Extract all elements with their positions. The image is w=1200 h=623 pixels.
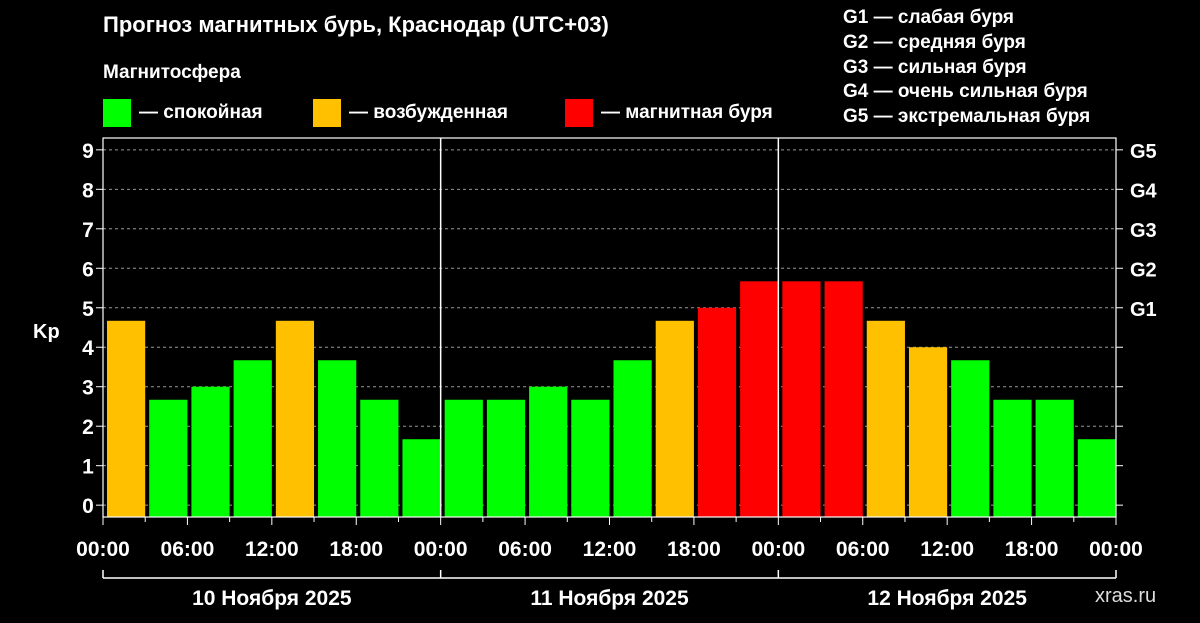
x-tick-label-3: 18:00 (329, 538, 383, 561)
y-axis-label: Kp (33, 321, 60, 343)
bar-18 (866, 320, 905, 517)
x-tick-label-1: 06:00 (161, 538, 215, 561)
right-label-g4: G4 (1130, 180, 1158, 202)
x-tick-label-0: 00:00 (76, 538, 130, 561)
bar-17 (824, 281, 863, 517)
day-label-0: 10 Ноября 2025 (192, 587, 352, 610)
bar-13 (655, 320, 694, 517)
y-tick-label-7: 7 (82, 219, 94, 242)
bar-4 (275, 320, 315, 517)
x-tick-label-7: 18:00 (667, 538, 721, 561)
g-scale-legend: G1 — слабая буря G2 — средняя буря G3 — … (843, 6, 1090, 130)
bar-15 (740, 281, 779, 517)
y-tick-label-9: 9 (82, 140, 94, 163)
chart-title: Прогноз магнитных бурь, Краснодар (UTC+0… (103, 12, 609, 37)
bar-23 (1077, 439, 1116, 517)
bars-layer (107, 281, 1116, 517)
x-tick-label-5: 06:00 (498, 538, 552, 561)
g-legend-g5: G5 — экстремальная буря (843, 106, 1091, 128)
x-tick-label-11: 18:00 (1005, 538, 1059, 561)
g-legend-g1: G1 — слабая буря (843, 7, 1015, 28)
watermark: xras.ru (1095, 585, 1157, 607)
bar-2 (191, 386, 230, 517)
g-legend-g4: G4 — очень сильная буря (843, 81, 1088, 103)
legend-item-quiet: — спокойная (103, 98, 263, 128)
bar-19 (908, 347, 948, 517)
legend-item-excited: — возбужденная (313, 98, 508, 128)
bar-5 (318, 360, 357, 517)
y-tick-label-4: 4 (82, 337, 94, 360)
legend-swatch-storm (565, 99, 593, 127)
x-tick-label-10: 12:00 (920, 538, 974, 561)
x-tick-label-9: 06:00 (836, 538, 890, 561)
x-tick-label-12: 00:00 (1089, 538, 1143, 561)
x-tick-label-6: 12:00 (583, 538, 637, 561)
bar-7 (402, 439, 441, 517)
legend-label-quiet: — спокойная (139, 102, 263, 123)
bar-16 (782, 281, 821, 517)
bar-21 (993, 399, 1032, 517)
bar-22 (1035, 399, 1074, 517)
right-label-g2: G2 (1130, 259, 1157, 281)
y-tick-label-6: 6 (82, 258, 94, 281)
bar-6 (360, 399, 399, 517)
day-label-1: 11 Ноября 2025 (530, 587, 689, 610)
legend-title: Магнитосфера (103, 62, 241, 83)
y-tick-label-3: 3 (82, 377, 94, 400)
legend-label-storm: — магнитная буря (601, 102, 773, 123)
x-tick-label-2: 12:00 (245, 538, 299, 561)
bar-12 (613, 360, 652, 517)
bar-20 (951, 360, 990, 517)
bar-11 (571, 399, 610, 517)
axes-layer: 0 1 2 3 4 5 6 7 8 9 G1 G2 G3 G4 G5 00:00 06:00 12:00 18:00… (76, 137, 1158, 610)
g-legend-g2: G2 — средняя буря (843, 31, 1026, 53)
bar-14 (697, 307, 737, 517)
bar-8 (444, 399, 483, 517)
bar-1 (149, 399, 188, 517)
y-tick-label-2: 2 (82, 416, 94, 439)
right-label-g5: G5 (1130, 141, 1157, 163)
bar-0 (107, 320, 146, 517)
y-tick-label-0: 0 (82, 495, 94, 518)
bar-9 (486, 399, 526, 517)
legend-item-storm: — магнитная буря (565, 98, 773, 128)
y-tick-label-8: 8 (82, 179, 94, 202)
right-label-g3: G3 (1130, 220, 1157, 242)
x-tick-label-8: 00:00 (751, 538, 805, 561)
right-label-g1: G1 (1130, 299, 1157, 321)
y-tick-label-5: 5 (82, 298, 94, 321)
bar-10 (529, 386, 568, 517)
g-legend-g3: G3 — сильная буря (843, 56, 1027, 78)
legend-label-excited: — возбужденная (349, 102, 509, 123)
x-tick-label-4: 00:00 (414, 538, 468, 561)
y-tick-label-1: 1 (82, 456, 94, 479)
legend-swatch-excited (313, 99, 341, 127)
legend-swatch-quiet (103, 99, 131, 127)
bar-3 (233, 360, 272, 517)
day-label-2: 12 Ноября 2025 (867, 587, 1027, 610)
